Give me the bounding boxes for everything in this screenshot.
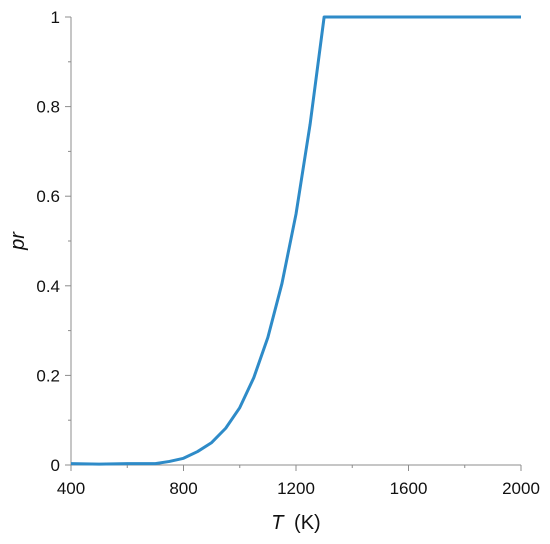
series <box>70 15 521 466</box>
x-tick-label: 1200 <box>277 479 315 498</box>
x-tick-label: 400 <box>57 479 85 498</box>
y-tick-label: 0.2 <box>36 366 60 385</box>
x-axis-unit: (K) <box>294 512 321 534</box>
y-tick-label: 0.6 <box>36 187 60 206</box>
y-tick-label: 0.4 <box>36 277 60 296</box>
axes <box>70 17 521 466</box>
ticks: 0 0.2 0.4 0.6 0.8 1 400 800 1200 1600 2000 <box>36 8 540 498</box>
x-tick-label: 2000 <box>502 479 540 498</box>
x-axis-symbol: T <box>271 512 285 534</box>
y-axis-title: pr <box>7 231 29 251</box>
x-tick-label: 800 <box>169 479 197 498</box>
y-tick-label: 0.8 <box>36 98 60 117</box>
series-line-0 <box>70 15 521 466</box>
x-tick-label: 1600 <box>390 479 428 498</box>
y-tick-label: 0 <box>51 456 60 475</box>
y-axis-symbol: pr <box>7 231 29 251</box>
x-axis-title: T (K) <box>271 512 320 534</box>
y-tick-label: 1 <box>51 8 60 27</box>
